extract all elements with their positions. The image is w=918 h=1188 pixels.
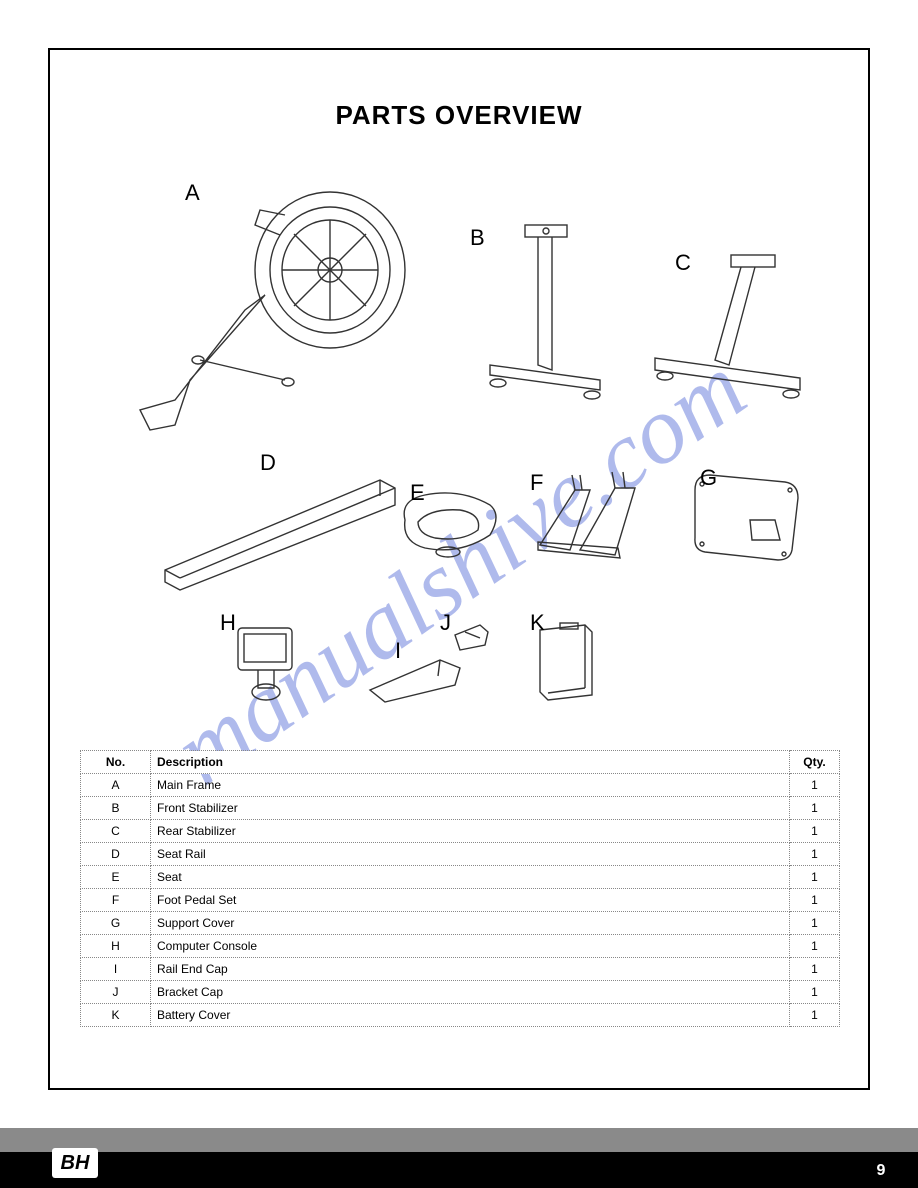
cell-code: H [81,935,151,958]
part-k: K [520,610,610,710]
parts-table: No. Description Qty. AMain Frame1BFront … [80,750,840,1027]
cell-desc: Seat Rail [151,843,790,866]
cell-qty: 1 [790,774,840,797]
label-c: C [675,250,691,276]
page-title: PARTS OVERVIEW [50,100,868,131]
label-g: G [700,465,717,491]
cell-desc: Main Frame [151,774,790,797]
parts-diagram: A [90,160,830,740]
part-c: C [645,240,815,410]
cell-code: G [81,912,151,935]
footer-grey-bar [0,1128,918,1152]
page-frame: PARTS OVERVIEW manualshive.com A [48,48,870,1090]
cell-qty: 1 [790,889,840,912]
cell-desc: Computer Console [151,935,790,958]
cell-code: C [81,820,151,843]
cell-code: I [81,958,151,981]
label-e: E [410,480,425,506]
table-row: KBattery Cover1 [81,1004,840,1027]
col-qty: Qty. [790,751,840,774]
label-h: H [220,610,236,636]
table-row: ESeat1 [81,866,840,889]
table-row: DSeat Rail1 [81,843,840,866]
part-b: B [470,215,620,405]
part-a: A [130,180,430,440]
cell-qty: 1 [790,935,840,958]
table-row: IRail End Cap1 [81,958,840,981]
cell-desc: Bracket Cap [151,981,790,1004]
cell-code: D [81,843,151,866]
table-row: BFront Stabilizer1 [81,797,840,820]
col-desc: Description [151,751,790,774]
part-g: G [680,460,810,570]
brand-logo-text: BH [61,1152,90,1175]
part-d: D [150,450,410,600]
cell-qty: 1 [790,981,840,1004]
footer-black-bar: BH 9 [0,1152,918,1188]
part-h: H [220,610,310,710]
table-row: JBracket Cap1 [81,981,840,1004]
cell-qty: 1 [790,1004,840,1027]
page-footer: BH 9 [0,1128,918,1188]
part-j: J [440,610,500,660]
cell-desc: Battery Cover [151,1004,790,1027]
table-row: HComputer Console1 [81,935,840,958]
label-f: F [530,470,543,496]
cell-code: B [81,797,151,820]
page-number: 9 [862,1162,900,1180]
label-a: A [185,180,200,206]
table-row: FFoot Pedal Set1 [81,889,840,912]
cell-code: J [81,981,151,1004]
cell-desc: Rear Stabilizer [151,820,790,843]
label-j: J [440,610,451,636]
label-i: I [395,638,401,664]
label-k: K [530,610,545,636]
cell-qty: 1 [790,797,840,820]
cell-desc: Seat [151,866,790,889]
cell-code: K [81,1004,151,1027]
table-row: GSupport Cover1 [81,912,840,935]
cell-desc: Support Cover [151,912,790,935]
table-row: CRear Stabilizer1 [81,820,840,843]
label-b: B [470,225,485,251]
cell-desc: Rail End Cap [151,958,790,981]
cell-code: E [81,866,151,889]
part-f: F [520,460,660,570]
cell-code: A [81,774,151,797]
col-code: No. [81,751,151,774]
cell-desc: Front Stabilizer [151,797,790,820]
cell-qty: 1 [790,866,840,889]
cell-qty: 1 [790,843,840,866]
cell-desc: Foot Pedal Set [151,889,790,912]
cell-code: F [81,889,151,912]
cell-qty: 1 [790,912,840,935]
cell-qty: 1 [790,958,840,981]
brand-logo: BH [52,1148,98,1178]
table-header-row: No. Description Qty. [81,751,840,774]
cell-qty: 1 [790,820,840,843]
table-row: AMain Frame1 [81,774,840,797]
label-d: D [260,450,276,476]
part-e: E [390,480,510,570]
